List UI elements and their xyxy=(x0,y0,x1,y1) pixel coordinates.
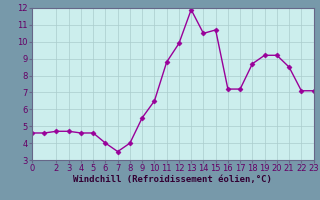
X-axis label: Windchill (Refroidissement éolien,°C): Windchill (Refroidissement éolien,°C) xyxy=(73,175,272,184)
